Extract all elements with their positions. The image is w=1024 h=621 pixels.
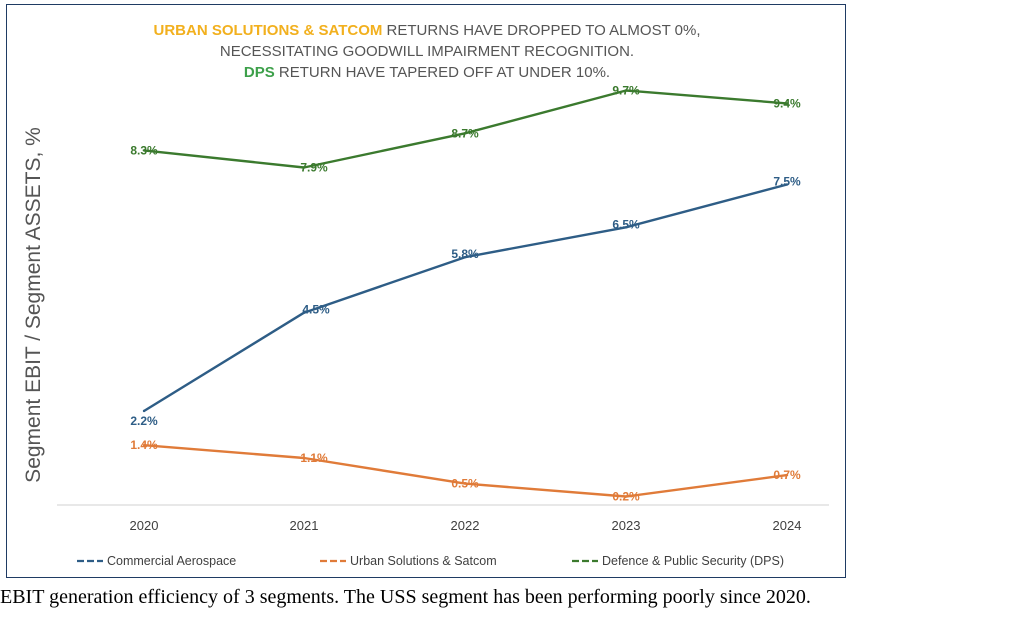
data-point (142, 444, 146, 447)
data-label: 2.2% (130, 414, 158, 428)
x-tick-label: 2022 (451, 518, 480, 533)
data-label: 9.7% (612, 84, 640, 98)
x-tick-label: 2024 (773, 518, 802, 533)
data-point (785, 102, 789, 105)
chart-frame: URBAN SOLUTIONS & SATCOM RETURNS HAVE DR… (6, 4, 846, 578)
data-point (785, 183, 789, 186)
data-point (142, 409, 146, 413)
data-label: 1.4% (130, 438, 158, 452)
data-point (142, 149, 146, 152)
x-tick-label: 2020 (130, 518, 159, 533)
title-text: RETURN HAVE TAPERED OFF AT UNDER 10%. (275, 64, 610, 81)
line-chart: URBAN SOLUTIONS & SATCOM RETURNS HAVE DR… (22, 22, 829, 568)
data-point (302, 166, 306, 169)
title-highlight: URBAN SOLUTIONS & SATCOM (153, 22, 382, 39)
chart-title-line-1: URBAN SOLUTIONS & SATCOM RETURNS HAVE DR… (153, 22, 700, 39)
data-point (463, 132, 467, 135)
data-point (624, 226, 628, 229)
data-label: 0.7% (773, 468, 801, 482)
chart-title-line-2: NECESSITATING GOODWILL IMPAIRMENT RECOGN… (220, 43, 634, 60)
series-line (143, 183, 788, 413)
data-label: 8.7% (451, 126, 479, 140)
data-label: 0.5% (451, 477, 479, 491)
data-label: 1.1% (300, 451, 328, 465)
data-label: 4.5% (302, 303, 330, 317)
data-label: 7.5% (773, 175, 801, 189)
data-point (463, 482, 467, 485)
legend-label: Defence & Public Security (DPS) (602, 554, 784, 568)
data-label: 5.8% (451, 247, 479, 261)
data-point (302, 311, 306, 314)
y-axis-label: Segment EBIT / Segment ASSETS, % (22, 127, 45, 483)
data-label: 7.9% (300, 161, 328, 175)
legend-label: Urban Solutions & Satcom (350, 554, 497, 568)
data-point (302, 456, 306, 460)
chart-title-line-3: DPS RETURN HAVE TAPERED OFF AT UNDER 10%… (244, 64, 610, 81)
legend-label: Commercial Aerospace (107, 554, 236, 568)
x-tick-label: 2021 (290, 518, 319, 533)
data-label: 8.3% (130, 143, 158, 157)
title-text: NECESSITATING GOODWILL IMPAIRMENT RECOGN… (220, 43, 634, 60)
title-text: RETURNS HAVE DROPPED TO ALMOST 0%, (382, 22, 700, 39)
data-point (463, 256, 467, 259)
title-highlight: DPS (244, 64, 275, 81)
data-point (624, 495, 628, 498)
data-point (785, 473, 789, 477)
data-point (624, 89, 628, 92)
figure-caption: EBIT generation efficiency of 3 segments… (0, 586, 811, 608)
data-label: 6.5% (612, 217, 640, 231)
data-label: 0.2% (612, 490, 640, 504)
x-tick-label: 2023 (612, 518, 641, 533)
data-label: 9.4% (773, 96, 801, 110)
